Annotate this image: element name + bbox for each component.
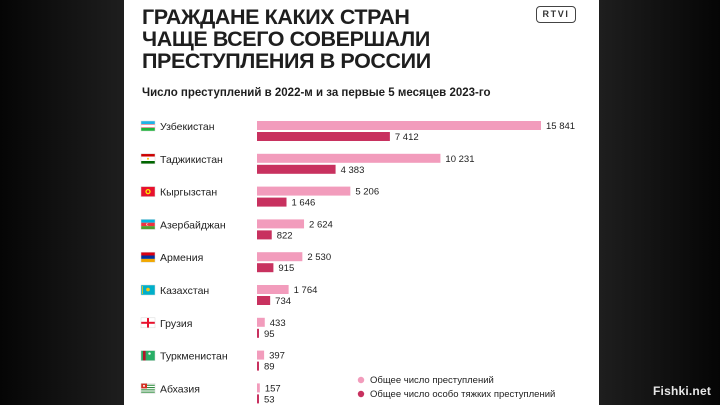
grave-bar [257,361,259,371]
total-value-label: 15 841 [546,121,575,132]
total-bar [257,153,441,163]
chart-subtitle: Число преступлений в 2022-м и за первые … [142,87,491,99]
total-bar [257,317,265,327]
infographic-card: ГРАЖДАНЕ КАКИХ СТРАН ЧАЩЕ ВСЕГО СОВЕРШАЛ… [124,0,599,405]
category-label: Азербайджан [160,219,226,231]
uzbekistan-flag [140,120,156,132]
total-value-label: 397 [269,351,285,362]
right-background [599,0,720,405]
fishki-watermark: Fishki.net [653,384,712,398]
category-label: Таджикистан [160,154,223,166]
category-label: Кыргызстан [160,187,217,199]
georgia-flag [140,317,156,329]
grave-bar [257,394,259,404]
legend-marker-total [357,376,365,384]
title-line: ЧАЩЕ ВСЕГО СОВЕРШАЛИ [142,27,430,51]
grave-bar [257,164,336,174]
category-label: Абхазия [160,383,200,395]
total-value-label: 433 [270,318,286,329]
total-value-label: 5 206 [355,187,379,198]
legend-label-grave: Общее число особо тяжких преступлений [370,389,555,400]
grave-value-label: 734 [275,296,291,307]
kazakhstan-flag [140,284,156,296]
abkhazia-flag [140,383,156,394]
tajikistan-flag [140,153,156,165]
left-background [0,0,124,405]
kyrgyzstan-flag [140,186,156,197]
grave-value-label: 53 [264,394,275,405]
total-bar [257,121,541,130]
grave-value-label: 95 [264,329,275,340]
total-value-label: 1 764 [294,285,318,296]
category-label: Армения [160,252,203,264]
grave-value-label: 89 [264,362,275,373]
grave-bar [257,296,271,305]
total-value-label: 2 624 [309,219,333,230]
grave-value-label: 1 646 [292,198,316,209]
bar-chart: Узбекистан 15 841 7 412 Таджикистан 10 231 4 … [140,120,575,405]
rtvi-logo: RTVI [536,6,576,23]
grave-value-label: 4 383 [341,165,365,176]
title-line: ПРЕСТУПЛЕНИЯ В РОССИИ [142,49,431,73]
grave-value-label: 7 412 [395,132,419,143]
azerbaijan-flag [140,219,156,230]
total-bar [257,186,351,196]
grave-value-label: 915 [278,263,294,274]
page-title: ГРАЖДАНЕ КАКИХ СТРАН ЧАЩЕ ВСЕГО СОВЕРШАЛ… [142,6,502,72]
total-bar [257,350,265,360]
grave-bar [257,263,274,273]
turkmenistan-flag [140,350,156,361]
category-label: Грузия [160,318,192,330]
title-line: ГРАЖДАНЕ КАКИХ СТРАН [142,5,410,29]
grave-bar [257,230,272,240]
armenia-flag [140,251,156,263]
grave-value-label: 822 [277,230,293,241]
grave-bar [257,132,390,141]
category-label: Узбекистан [160,121,215,133]
total-value-label: 157 [265,383,281,394]
total-value-label: 10 231 [445,154,474,165]
total-value-label: 2 530 [307,252,331,263]
legend-marker-grave [357,390,365,398]
grave-bar [257,197,287,207]
total-bar [257,252,303,262]
category-label: Туркменистан [160,351,228,363]
grave-bar [257,328,259,338]
total-bar [257,219,305,229]
legend-label-total: Общее число преступлений [370,375,494,386]
total-bar [257,383,260,393]
total-bar [257,285,289,294]
category-label: Казахстан [160,285,209,297]
